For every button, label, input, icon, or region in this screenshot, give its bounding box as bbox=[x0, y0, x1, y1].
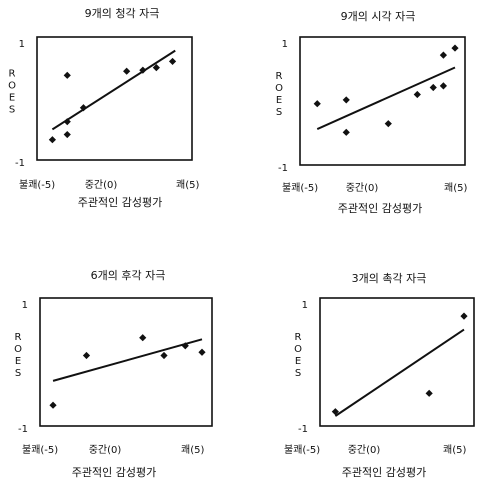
x-tick-label: 중간(0) bbox=[89, 444, 122, 456]
x-tick-label: 쾌(5) bbox=[444, 182, 467, 194]
chart-title: 3개의 촉각 자극 bbox=[352, 272, 427, 285]
chart-title: 9개의 시각 자극 bbox=[341, 10, 416, 23]
data-point bbox=[342, 96, 350, 104]
data-point bbox=[331, 408, 339, 416]
data-point bbox=[152, 64, 160, 72]
data-point bbox=[139, 334, 147, 342]
data-point bbox=[413, 90, 421, 99]
chart-panel-2: 9개의 시각 자극 R O E S 1 -1 불쾌(-5) 중간(0) 쾌(5) 주관적인 감성평가 bbox=[275, 10, 467, 215]
x-axis-label: 주관적인 감성평가 bbox=[78, 196, 162, 209]
y-tick-label: 1 bbox=[282, 39, 288, 50]
data-point bbox=[313, 100, 321, 108]
x-tick-label: 중간(0) bbox=[85, 179, 118, 191]
y-tick-label: 1 bbox=[302, 300, 308, 311]
chart-panel-1: 9개의 청각 자극 R O E S 1 -1 불쾌(-5) 중간(0) 쾌(5) 주관적인 감성평가 bbox=[8, 7, 199, 209]
trend-line bbox=[334, 328, 465, 417]
plot-frame bbox=[299, 36, 466, 166]
data-point bbox=[63, 71, 71, 79]
x-tick-label: 불쾌(-5) bbox=[22, 444, 58, 456]
x-tick-label: 불쾌(-5) bbox=[284, 444, 320, 456]
x-tick-label: 불쾌(-5) bbox=[19, 179, 55, 191]
plot-frame bbox=[319, 297, 475, 427]
data-point bbox=[168, 57, 177, 66]
chart-panel-4: 3개의 촉각 자극 R O E S 1 -1 불쾌(-5) 중간(0) 쾌(5) 주관적인 감성평가 bbox=[284, 272, 475, 479]
data-point bbox=[342, 128, 350, 136]
data-point bbox=[82, 351, 91, 360]
data-point bbox=[425, 389, 433, 397]
x-axis-label: 주관적인 감성평가 bbox=[72, 466, 156, 479]
data-point bbox=[439, 51, 447, 59]
data-point bbox=[63, 130, 71, 139]
x-tick-label: 쾌(5) bbox=[443, 444, 466, 456]
chart-title: 6개의 후각 자극 bbox=[91, 269, 166, 282]
plot-frame bbox=[39, 297, 213, 427]
trend-line bbox=[52, 338, 203, 382]
y-tick-label: 1 bbox=[19, 39, 25, 50]
y-tick-label: -1 bbox=[18, 424, 28, 435]
x-tick-label: 중간(0) bbox=[348, 444, 381, 456]
data-point bbox=[384, 120, 392, 128]
plot-frame bbox=[36, 36, 193, 161]
x-tick-label: 쾌(5) bbox=[176, 179, 199, 191]
data-point bbox=[198, 348, 206, 356]
x-tick-label: 쾌(5) bbox=[181, 444, 204, 456]
data-point bbox=[48, 136, 56, 144]
trend-line bbox=[316, 66, 456, 130]
chart-panel-3: 6개의 후각 자극 R O E S 1 -1 불쾌(-5) 중간(0) 쾌(5) 주관적인 감성평가 bbox=[14, 269, 213, 479]
x-tick-label: 불쾌(-5) bbox=[282, 182, 318, 194]
data-point bbox=[451, 44, 459, 52]
data-point bbox=[139, 66, 147, 74]
data-point bbox=[123, 67, 131, 75]
y-tick-label: -1 bbox=[298, 424, 308, 435]
data-point bbox=[160, 351, 168, 360]
y-tick-label: -1 bbox=[278, 163, 288, 174]
data-point bbox=[429, 83, 437, 92]
y-tick-label: 1 bbox=[22, 300, 28, 311]
x-tick-label: 중간(0) bbox=[346, 182, 379, 194]
data-point bbox=[79, 104, 88, 112]
trend-line bbox=[51, 49, 176, 131]
data-point bbox=[181, 342, 189, 350]
data-point bbox=[439, 82, 447, 90]
data-point bbox=[460, 312, 468, 320]
y-tick-label: -1 bbox=[15, 158, 25, 169]
chart-title: 9개의 청각 자극 bbox=[85, 7, 160, 20]
data-point bbox=[63, 118, 71, 126]
x-axis-label: 주관적인 감성평가 bbox=[342, 466, 426, 479]
data-point bbox=[49, 401, 57, 409]
x-axis-label: 주관적인 감성평가 bbox=[338, 202, 422, 215]
